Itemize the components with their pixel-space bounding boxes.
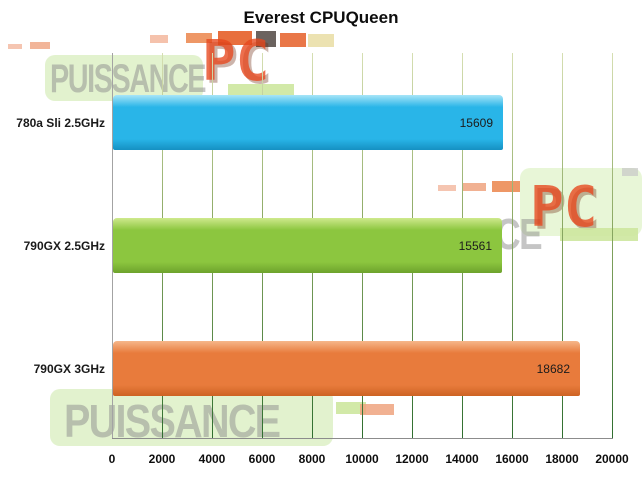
- watermark-green-block: [45, 55, 203, 101]
- gridline: [562, 53, 563, 438]
- watermark-pixel-dash: [492, 181, 520, 192]
- watermark-pixel-dash: [150, 35, 168, 43]
- category-label: 790GX 3GHz: [33, 361, 105, 376]
- bar-value-label: 15561: [458, 238, 492, 253]
- category-label: 780a Sli 2.5GHz: [16, 115, 105, 130]
- x-tick-label: 12000: [395, 452, 429, 466]
- watermark-brand-text: PUISSANCE: [64, 395, 281, 447]
- x-tick-label: 6000: [248, 452, 276, 466]
- x-tick-label: 20000: [595, 452, 629, 466]
- x-tick-label: 10000: [345, 452, 379, 466]
- watermark-pixel-dash: [336, 402, 366, 414]
- watermark-pc-text: PC: [202, 29, 270, 94]
- watermark-pixel-dash: [30, 42, 50, 49]
- chart-title: Everest CPUQueen: [243, 8, 399, 27]
- bar-value-label: 15609: [459, 115, 493, 130]
- watermark-pixel-dash: [438, 185, 456, 191]
- bar-2: 15561: [113, 218, 502, 273]
- x-tick-label: 14000: [445, 452, 479, 466]
- watermark-pixel-dash: [256, 31, 276, 47]
- gridline: [612, 53, 613, 438]
- bar-1: 15609: [113, 95, 503, 150]
- watermark-pixel-dash: [228, 84, 294, 96]
- y-axis-line: [112, 53, 113, 438]
- x-tick-label: 2000: [148, 452, 176, 466]
- watermark-pc-text: PC: [530, 175, 598, 240]
- watermark-pixel-dash: [560, 228, 638, 241]
- watermark-pixel-dash: [280, 33, 306, 47]
- bar-3: 18682: [113, 341, 580, 396]
- category-label: 790GX 2.5GHz: [23, 238, 105, 253]
- watermark-pixel-dash: [308, 34, 334, 47]
- x-axis-line: [112, 438, 613, 439]
- watermark-pixel-dash: [360, 404, 394, 415]
- watermark-pixel-dash: [8, 44, 22, 49]
- gridline: [512, 53, 513, 438]
- x-tick-label: 4000: [198, 452, 226, 466]
- watermark-green-block: [50, 389, 333, 446]
- watermark-pixel-dash: [462, 183, 486, 191]
- watermark-brand-text: PUISSANCE: [50, 57, 207, 101]
- x-tick-label: 16000: [495, 452, 529, 466]
- x-tick-label: 18000: [545, 452, 579, 466]
- watermark-pixel-dash: [622, 168, 638, 176]
- x-tick-label: 0: [108, 452, 116, 466]
- x-tick-label: 8000: [298, 452, 326, 466]
- watermark-pixel-dash: [218, 31, 252, 45]
- bar-value-label: 18682: [536, 361, 570, 376]
- watermark-pixel-dash: [186, 33, 212, 43]
- watermark-green-block: [520, 168, 642, 236]
